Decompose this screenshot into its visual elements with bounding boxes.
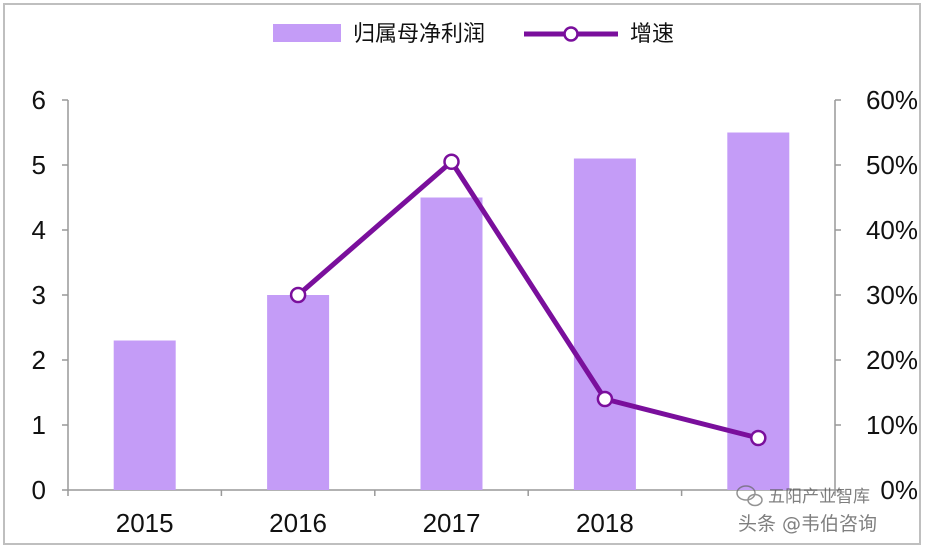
bar (113, 340, 176, 490)
y-right-tick-label: 40% (866, 215, 918, 245)
line-point (750, 429, 767, 447)
y-right-tick-label: 60% (866, 85, 918, 115)
line-point (289, 286, 307, 304)
y-right-ticks: 0% 10% 20% 30% 40% 50% 60% (835, 85, 918, 505)
y-left-tick-label: 2 (32, 345, 46, 375)
legend-bar-swatch (273, 24, 341, 42)
x-tick-label: 2015 (116, 508, 174, 538)
wechat-icon (736, 485, 763, 507)
line-series (289, 153, 767, 447)
y-left-tick-label: 4 (32, 215, 46, 245)
bar (420, 197, 483, 490)
y-left-tick-label: 3 (32, 280, 46, 310)
y-left-tick-label: 6 (32, 85, 46, 115)
y-right-tick-label: 10% (866, 410, 918, 440)
bar (573, 158, 636, 490)
line-point (596, 390, 614, 408)
growth-line (296, 159, 759, 441)
x-tick-label: 2018 (576, 508, 634, 538)
y-left-tick-label: 0 (32, 475, 46, 505)
watermark-line2: 头条 @韦伯咨询 (738, 513, 877, 535)
bar (267, 295, 330, 490)
y-left-tick-label: 5 (32, 150, 46, 180)
line-point (443, 153, 460, 170)
legend: 归属母净利润 增速 (273, 22, 674, 47)
x-tick-label: 2016 (269, 508, 327, 538)
watermark: 五阳产业智库 头条 @韦伯咨询 (736, 485, 877, 535)
y-left-tick-label: 1 (32, 410, 46, 440)
bar-series (113, 132, 790, 490)
y-left-ticks: 0 1 2 3 4 5 6 (32, 85, 68, 505)
legend-line-marker (563, 26, 579, 42)
y-right-tick-label: 50% (866, 150, 918, 180)
legend-line-label: 增速 (630, 22, 674, 47)
y-right-tick-label: 20% (866, 345, 918, 375)
x-ticks: 2015 2016 2017 2018 (67, 490, 836, 538)
x-tick-label: 2017 (423, 508, 481, 538)
y-right-tick-label: 30% (866, 280, 918, 310)
legend-bar-label: 归属母净利润 (353, 22, 485, 47)
watermark-line1: 五阳产业智库 (768, 487, 870, 507)
y-right-tick-label: 0% (880, 475, 918, 505)
